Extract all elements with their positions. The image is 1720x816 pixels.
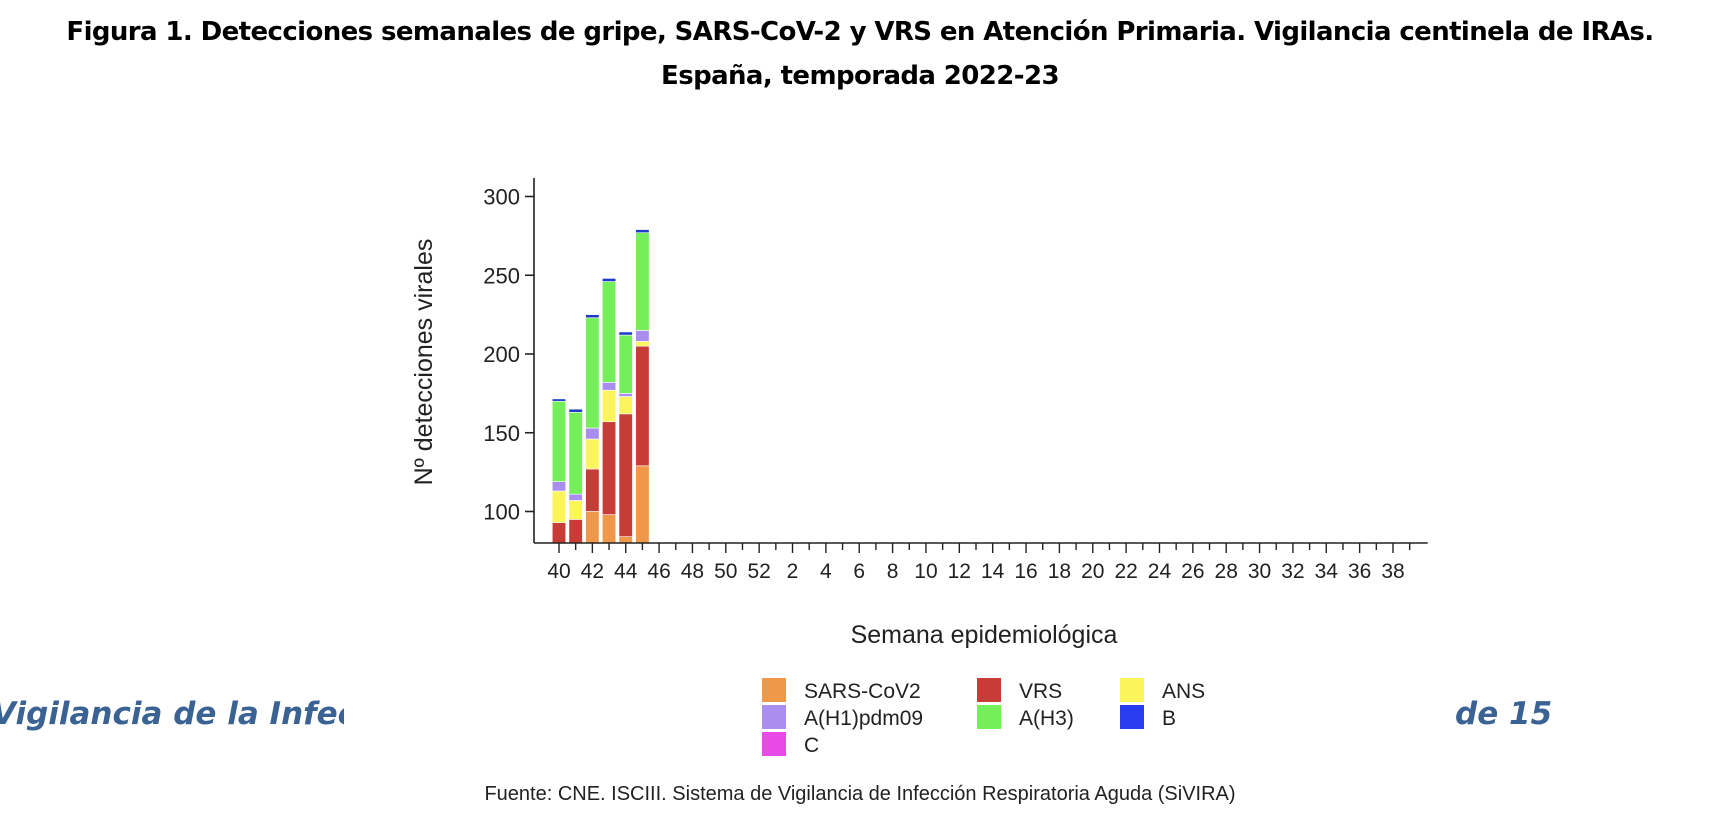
bar-segment bbox=[568, 493, 583, 501]
x-tick-label: 10 bbox=[914, 560, 937, 583]
bar-segment bbox=[635, 465, 650, 544]
bar-segment bbox=[568, 411, 583, 495]
x-tick-label: 34 bbox=[1315, 560, 1339, 583]
bar-segment bbox=[601, 389, 617, 423]
figure-title-line-1: Figura 1. Detecciones semanales de gripe… bbox=[66, 17, 1654, 47]
legend-swatch bbox=[762, 705, 786, 729]
bar-segment bbox=[618, 396, 633, 415]
legend-swatch bbox=[1120, 678, 1144, 702]
page-footer-left: Vigilancia de la Infecc bbox=[0, 696, 344, 732]
figure-title: Figura 1. Detecciones semanales de gripe… bbox=[0, 10, 1720, 98]
figure-title-line-2: España, temporada 2022-23 bbox=[661, 61, 1060, 91]
bar-segment bbox=[618, 393, 633, 397]
bar-segment bbox=[585, 427, 600, 440]
bar-segment bbox=[601, 278, 617, 282]
bar-segment bbox=[635, 330, 650, 342]
x-tick-label: 36 bbox=[1348, 560, 1371, 583]
x-tick-label: 24 bbox=[1148, 560, 1172, 583]
x-tick-label: 8 bbox=[887, 560, 899, 583]
x-tick-label: 38 bbox=[1381, 560, 1404, 583]
bar-segment bbox=[618, 413, 633, 538]
page-footer-right: de 15 bbox=[1455, 696, 1553, 732]
bar-segment bbox=[618, 334, 633, 394]
legend-label: VRS bbox=[1019, 680, 1062, 703]
x-tick-label: 14 bbox=[981, 560, 1005, 583]
bar-segment bbox=[635, 341, 650, 347]
legend-group: SARS-CoV2 VRS ANS A(H1)pdm09 A(H3) B C bbox=[762, 678, 1205, 757]
bar-segment bbox=[601, 382, 617, 391]
legend-label: C bbox=[804, 734, 819, 757]
y-tick-label: 250 bbox=[483, 263, 520, 288]
bar-segment bbox=[551, 481, 567, 492]
bar-segment bbox=[568, 519, 583, 544]
legend-swatch bbox=[762, 678, 786, 702]
y-tick-label: 100 bbox=[483, 500, 520, 525]
bar-segment bbox=[601, 281, 617, 383]
legend-label: A(H3) bbox=[1019, 707, 1074, 730]
bar-segment bbox=[585, 317, 600, 429]
bar-segment bbox=[568, 500, 583, 520]
bar-segment bbox=[618, 331, 633, 336]
bar-segment bbox=[635, 345, 650, 467]
y-axis-title: Nº detecciones virales bbox=[410, 239, 438, 486]
x-tick-label: 20 bbox=[1081, 560, 1104, 583]
bar-segment bbox=[551, 400, 567, 482]
bar-segment bbox=[601, 421, 617, 515]
x-tick-label: 40 bbox=[547, 560, 570, 583]
x-tick-label: 6 bbox=[853, 560, 865, 583]
x-tick-label: 42 bbox=[581, 560, 604, 583]
x-tick-label: 32 bbox=[1281, 560, 1304, 583]
legend-swatch bbox=[977, 678, 1001, 702]
bar-segment bbox=[585, 511, 600, 544]
legend-label: A(H1)pdm09 bbox=[804, 707, 923, 730]
bar-segment bbox=[635, 229, 650, 234]
legend-swatch bbox=[1120, 705, 1144, 729]
x-tick-label: 22 bbox=[1114, 560, 1137, 583]
x-tick-label: 4 bbox=[820, 560, 832, 583]
bar-segment bbox=[585, 438, 600, 470]
x-tick-label: 16 bbox=[1014, 560, 1037, 583]
legend-label: SARS-CoV2 bbox=[804, 680, 921, 703]
bar-segment bbox=[585, 314, 600, 319]
bar-segment bbox=[601, 514, 617, 544]
bar-segment bbox=[551, 490, 567, 523]
legend-label: B bbox=[1162, 707, 1176, 730]
y-tick-label: 150 bbox=[483, 421, 520, 446]
x-tick-label: 28 bbox=[1215, 560, 1238, 583]
x-tick-label: 50 bbox=[714, 560, 737, 583]
bar-segment bbox=[551, 522, 567, 544]
x-tick-label: 12 bbox=[948, 560, 971, 583]
bar-segment bbox=[618, 536, 633, 544]
x-tick-label: 48 bbox=[681, 560, 704, 583]
bar-segment bbox=[551, 398, 567, 402]
x-tick-label: 52 bbox=[747, 560, 770, 583]
legend-swatch bbox=[977, 705, 1001, 729]
figure-source: Fuente: CNE. ISCIII. Sistema de Vigilanc… bbox=[484, 783, 1236, 805]
bar-segment bbox=[635, 232, 650, 331]
x-tick-label: 30 bbox=[1248, 560, 1271, 583]
chart-panel bbox=[352, 120, 1452, 810]
x-tick-label: 46 bbox=[647, 560, 670, 583]
legend-label: ANS bbox=[1162, 680, 1205, 703]
x-tick-label: 2 bbox=[787, 560, 799, 583]
bars-group bbox=[551, 229, 650, 544]
bar-segment bbox=[585, 468, 600, 512]
x-tick-label: 44 bbox=[614, 560, 638, 583]
x-axis-title: Semana epidemiológica bbox=[851, 621, 1118, 649]
y-tick-label: 300 bbox=[483, 185, 520, 210]
bar-segment bbox=[568, 408, 583, 413]
legend-swatch bbox=[762, 732, 786, 756]
x-tick-label: 18 bbox=[1048, 560, 1071, 583]
y-tick-label: 200 bbox=[483, 342, 520, 367]
x-tick-label: 26 bbox=[1181, 560, 1204, 583]
